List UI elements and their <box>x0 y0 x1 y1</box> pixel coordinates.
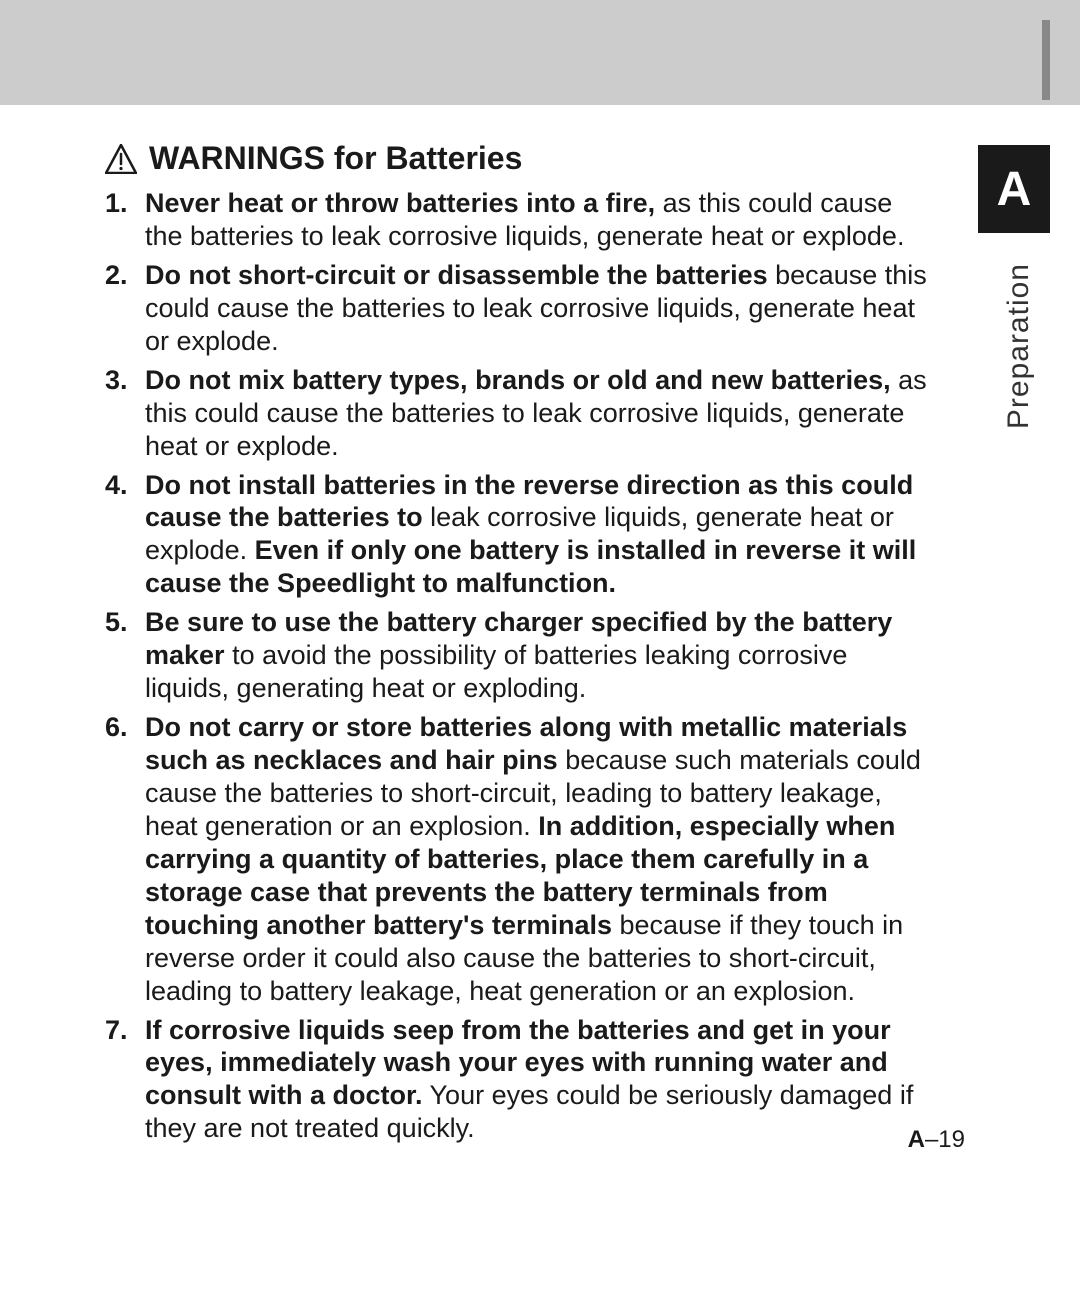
section-label: Preparation <box>1002 263 1036 429</box>
warning-icon <box>105 144 137 174</box>
warning-bold-text: Never heat or throw batteries into a fir… <box>145 188 655 218</box>
section-tab: A Preparation <box>978 145 1050 445</box>
page-sep: – <box>925 1126 938 1153</box>
warning-bold-text: Even if only one battery is installed in… <box>145 535 916 598</box>
warning-bold-text: Do not mix battery types, brands or old … <box>145 365 891 395</box>
warning-item: Do not mix battery types, brands or old … <box>105 364 935 463</box>
heading-text: WARNINGS for Batteries <box>149 140 522 177</box>
warning-bold-text: Do not short-circuit or disassemble the … <box>145 260 768 290</box>
warning-text: to avoid the possibility of batteries le… <box>145 640 847 703</box>
warning-item: Do not carry or store batteries along wi… <box>105 711 935 1007</box>
warnings-list: Never heat or throw batteries into a fir… <box>105 187 935 1145</box>
header-bar <box>0 0 1080 105</box>
page-prefix: A <box>908 1126 925 1153</box>
section-letter: A <box>978 145 1050 233</box>
page-num-value: 19 <box>938 1126 965 1153</box>
page-number: A–19 <box>908 1126 965 1154</box>
content-area: WARNINGS for Batteries Never heat or thr… <box>105 140 935 1151</box>
warning-item: Never heat or throw batteries into a fir… <box>105 187 935 253</box>
heading-row: WARNINGS for Batteries <box>105 140 935 177</box>
warning-item: Do not install batteries in the reverse … <box>105 469 935 601</box>
warning-item: Do not short-circuit or disassemble the … <box>105 259 935 358</box>
warning-item: If corrosive liquids seep from the batte… <box>105 1014 935 1146</box>
warning-item: Be sure to use the battery charger speci… <box>105 606 935 705</box>
